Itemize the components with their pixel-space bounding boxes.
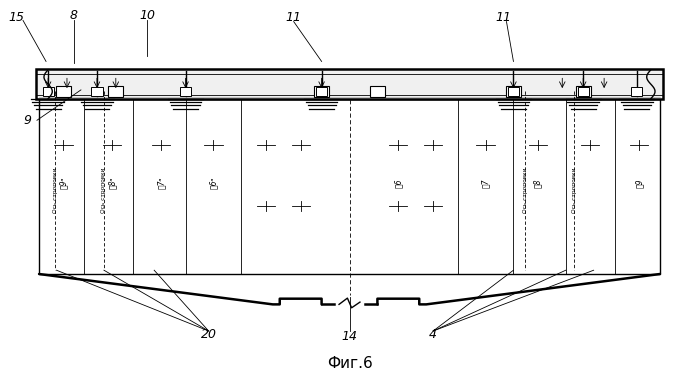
Text: 4: 4 <box>429 328 437 341</box>
Text: 9: 9 <box>23 114 31 127</box>
Text: Ось строповки: Ось строповки <box>101 168 106 213</box>
Text: 11: 11 <box>495 11 511 24</box>
Bar <box>180 87 191 96</box>
Text: Фиг.6: Фиг.6 <box>326 356 373 371</box>
Text: 20: 20 <box>201 328 217 341</box>
Bar <box>631 87 642 96</box>
Bar <box>39 93 660 99</box>
Text: Ось строповки: Ось строповки <box>52 168 57 213</box>
Bar <box>108 86 124 98</box>
Bar <box>370 86 385 98</box>
Bar <box>316 87 327 96</box>
Bar <box>577 87 589 96</box>
Text: 15: 15 <box>8 11 24 24</box>
Text: 11: 11 <box>286 11 302 24</box>
Bar <box>43 87 54 96</box>
Text: 䄟8ᵃ: 䄟8ᵃ <box>108 177 117 189</box>
Text: Ось строповки: Ось строповки <box>572 168 577 213</box>
Text: 10: 10 <box>139 10 155 22</box>
Text: 䄟8: 䄟8 <box>533 178 542 188</box>
Text: 䄟9: 䄟9 <box>635 178 644 188</box>
Text: 14: 14 <box>342 330 357 343</box>
Bar <box>506 86 521 98</box>
Bar <box>575 86 591 98</box>
Text: 䄟6: 䄟6 <box>394 178 403 188</box>
Text: 䄟9ᵃ: 䄟9ᵃ <box>59 177 68 189</box>
Bar <box>36 69 663 99</box>
Bar <box>92 87 103 96</box>
Text: 䄟7: 䄟7 <box>481 178 490 188</box>
Bar <box>56 86 71 98</box>
Bar <box>314 86 329 98</box>
Text: Ось строповки: Ось строповки <box>523 168 528 213</box>
Bar <box>508 87 519 96</box>
Bar <box>39 99 660 274</box>
Text: 8: 8 <box>70 10 78 22</box>
Text: 䄟7ᵃ: 䄟7ᵃ <box>157 177 166 189</box>
Text: 䄟6ᵃ: 䄟6ᵃ <box>209 177 218 189</box>
